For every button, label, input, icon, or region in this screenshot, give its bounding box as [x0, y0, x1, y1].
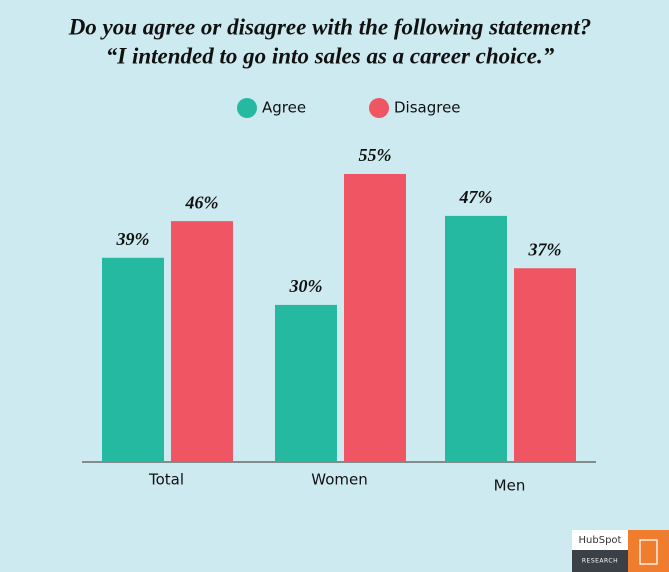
branding: HubSpot RESEARCH — [572, 530, 669, 572]
bar — [171, 221, 233, 462]
x-tick-label: Total — [148, 471, 184, 489]
bar — [344, 174, 406, 462]
value-label: 47% — [459, 187, 493, 207]
value-label: 30% — [289, 276, 323, 296]
chart-title: Do you agree or disagree with the follow… — [68, 14, 592, 39]
logo: HubSpot — [579, 535, 622, 546]
legend-label: Agree — [262, 99, 306, 117]
legend-marker — [237, 98, 257, 118]
logo-box — [572, 530, 628, 550]
legend-marker — [369, 98, 389, 118]
icon-box — [628, 530, 669, 572]
value-label: 37% — [528, 239, 562, 259]
bar — [275, 304, 337, 462]
x-tick-label: Women — [311, 471, 367, 489]
bar — [102, 257, 164, 462]
bar — [445, 215, 507, 462]
value-label: 39% — [116, 229, 150, 249]
icon — [639, 539, 658, 565]
value-label: 55% — [359, 145, 392, 165]
legend-label: Disagree — [394, 99, 461, 117]
label-box — [572, 550, 628, 572]
bar — [514, 268, 576, 462]
x-tick-label: Men — [494, 477, 526, 495]
label: RESEARCH — [582, 558, 618, 565]
value-label: 46% — [185, 192, 219, 212]
chart-subtitle: “I intended to go into sales as a career… — [106, 43, 555, 68]
